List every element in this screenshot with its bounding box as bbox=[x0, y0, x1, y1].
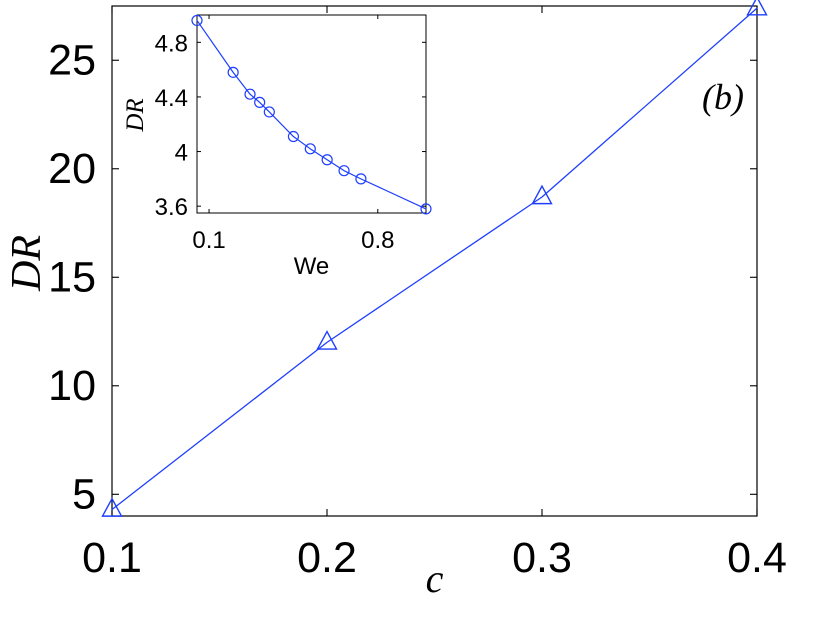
main-x-tick-label: 0.2 bbox=[297, 534, 357, 582]
inset-y-tick-label: 4 bbox=[175, 140, 188, 167]
inset-data-point-3 bbox=[254, 96, 266, 108]
inset-y-tick-label: 4.8 bbox=[155, 30, 188, 57]
main-x-axis-label: c bbox=[426, 556, 444, 601]
main-data-point-3 bbox=[746, 0, 768, 16]
inset-x-axis-label: We bbox=[294, 253, 330, 280]
main-y-tick-label: 15 bbox=[48, 253, 96, 301]
inset-data-point-2 bbox=[244, 88, 256, 100]
inset-chart: 0.1 0.8 3.6 4 4.4 4.8 We DR bbox=[122, 14, 432, 280]
inset-data-point-7 bbox=[321, 154, 333, 166]
inset-series-line bbox=[196, 19, 427, 210]
inset-data-point-9 bbox=[355, 173, 367, 185]
main-series-line bbox=[111, 7, 758, 511]
inset-plot-frame bbox=[196, 14, 427, 214]
main-y-axis-label: DR bbox=[4, 235, 50, 292]
inset-x-tick-label: 0.8 bbox=[361, 227, 394, 254]
inset-data-point-5 bbox=[287, 130, 300, 143]
inset-data-point-1 bbox=[227, 66, 239, 78]
inset-data-point-6 bbox=[304, 143, 316, 155]
inset-data-point-4 bbox=[263, 106, 275, 118]
main-data-point-1 bbox=[316, 330, 338, 350]
main-data-point-2 bbox=[531, 184, 553, 205]
inset-data-point-0 bbox=[191, 14, 203, 27]
main-x-tick-label: 0.3 bbox=[512, 534, 572, 582]
main-y-tick-label: 5 bbox=[72, 470, 96, 518]
main-y-tick-label: 20 bbox=[48, 145, 96, 193]
inset-y-tick-label: 4.4 bbox=[155, 85, 188, 112]
main-x-tick-label: 0.4 bbox=[727, 534, 787, 582]
panel-label: (b) bbox=[702, 77, 744, 117]
inset-y-axis-label: DR bbox=[122, 98, 149, 132]
main-y-tick-label: 25 bbox=[48, 36, 96, 84]
inset-y-tick-label: 3.6 bbox=[155, 194, 188, 221]
inset-data-point-8 bbox=[338, 165, 350, 177]
inset-x-tick-label: 0.1 bbox=[192, 227, 225, 254]
main-x-tick-label: 0.1 bbox=[82, 534, 142, 582]
main-y-tick-label: 10 bbox=[48, 362, 96, 410]
inset-data-point-10 bbox=[420, 203, 432, 215]
main-data-point-0 bbox=[101, 497, 123, 517]
